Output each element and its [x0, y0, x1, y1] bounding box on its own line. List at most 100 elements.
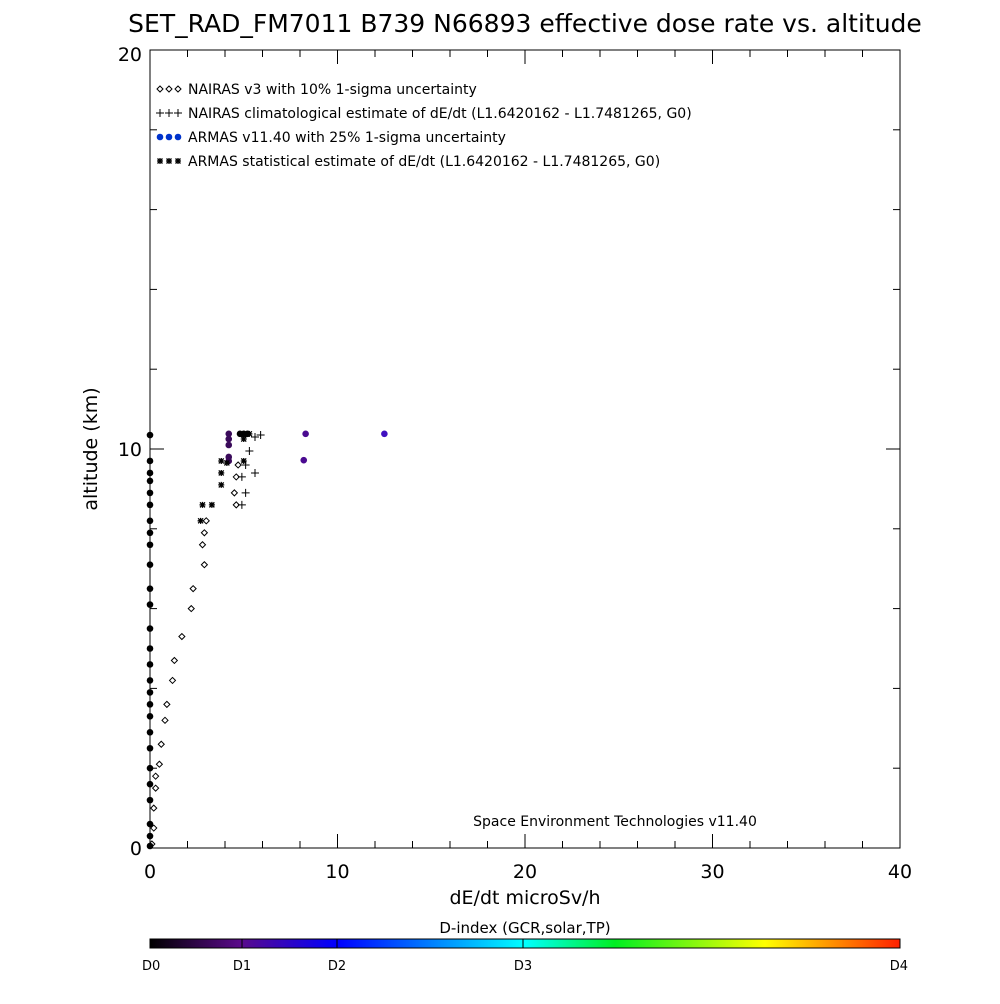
dot-marker	[225, 435, 233, 443]
diamond-marker	[202, 517, 210, 525]
x-axis-label: dE/dt microSv/h	[449, 887, 600, 909]
diamond-marker	[155, 760, 164, 768]
asterisk-marker	[223, 459, 230, 466]
asterisk-marker	[240, 432, 247, 439]
x-tick-label: 0	[144, 861, 156, 883]
dot-marker	[146, 541, 154, 549]
asterisk-marker	[218, 469, 225, 476]
diamond-marker	[198, 541, 207, 549]
colorbar	[149, 938, 901, 949]
x-tick-label: 20	[513, 861, 537, 883]
diamond-marker	[170, 656, 179, 665]
plus-marker	[237, 472, 246, 481]
asterisk-marker	[166, 158, 172, 164]
diamond-marker	[178, 632, 186, 641]
diamond-marker	[157, 740, 165, 748]
dot-marker	[146, 489, 154, 497]
y-tick-label: 0	[130, 838, 142, 860]
dot-marker	[225, 441, 233, 449]
plus-marker	[156, 109, 164, 117]
dot-marker	[146, 645, 154, 652]
dot-marker	[146, 796, 154, 804]
dot-marker	[300, 456, 308, 464]
dot-marker	[146, 677, 154, 684]
asterisk-marker	[246, 430, 253, 437]
diamond-marker	[165, 85, 173, 93]
y-tick-label: 10	[118, 439, 142, 461]
asterisk-marker	[199, 501, 206, 508]
dot-marker	[225, 430, 233, 438]
y-tick-label: 20	[118, 44, 142, 66]
dot-marker	[146, 661, 154, 668]
diamond-marker	[187, 604, 195, 613]
colorbar-label: D4	[890, 959, 908, 974]
plus-marker	[251, 468, 259, 477]
dot-marker	[146, 431, 154, 439]
dot-marker	[146, 832, 154, 840]
legend-label: NAIRAS v3 with 10% 1-sigma uncertainty	[188, 82, 477, 98]
dot-marker	[146, 585, 154, 592]
asterisk-marker	[218, 481, 225, 488]
dot-marker	[174, 133, 182, 141]
plus-marker	[245, 446, 254, 455]
plus-marker	[256, 431, 265, 440]
dot-marker	[146, 744, 154, 752]
dot-marker	[302, 430, 309, 438]
asterisk-marker	[240, 457, 247, 464]
diamond-marker	[151, 772, 160, 780]
diamond-marker	[156, 85, 164, 93]
diamond-marker	[161, 716, 169, 725]
dot-marker	[146, 728, 154, 736]
dot-marker	[146, 820, 154, 828]
dot-marker	[146, 713, 154, 720]
diamond-marker	[168, 676, 177, 685]
legend-label: ARMAS statistical estimate of dE/dt (L1.…	[188, 154, 660, 170]
asterisk-marker	[208, 501, 215, 508]
diamond-marker	[150, 824, 158, 832]
asterisk-marker	[218, 457, 225, 464]
diamond-marker	[230, 489, 239, 497]
asterisk-marker	[175, 158, 181, 164]
legend-label: ARMAS v11.40 with 25% 1-sigma uncertaint…	[188, 130, 506, 146]
dot-marker	[146, 842, 154, 850]
dot-marker	[165, 133, 173, 141]
colorbar-label: D3	[514, 959, 532, 974]
dot-marker	[146, 701, 154, 708]
diamond-marker	[189, 584, 197, 593]
colorbar-title: D-index (GCR,solar,TP)	[439, 919, 610, 937]
chart-title: SET_RAD_FM7011 B739 N66893 effective dos…	[128, 9, 922, 38]
colorbar-label: D0	[142, 959, 160, 974]
plus-marker	[165, 109, 173, 117]
colorbar-label: D2	[328, 959, 346, 974]
dot-marker	[146, 529, 154, 537]
dot-marker	[146, 689, 154, 696]
dot-marker	[146, 477, 154, 485]
plus-marker	[237, 500, 246, 509]
y-axis-label: altitude (km)	[80, 387, 102, 510]
dot-marker	[156, 133, 164, 141]
x-tick-label: 10	[325, 861, 349, 883]
dot-marker	[146, 469, 154, 477]
asterisk-marker	[197, 517, 204, 524]
diamond-marker	[234, 461, 242, 469]
diamond-marker	[151, 784, 160, 792]
diamond-marker	[174, 85, 182, 93]
plus-marker	[241, 488, 250, 497]
dot-marker	[146, 625, 154, 632]
dot-marker	[146, 501, 154, 509]
diamond-marker	[163, 700, 171, 709]
asterisk-marker	[240, 436, 247, 443]
diamond-marker	[150, 804, 158, 812]
dot-marker	[146, 601, 154, 608]
dot-marker	[146, 764, 154, 772]
dot-marker	[146, 561, 154, 569]
asterisk-marker	[157, 158, 163, 164]
legend-label: NAIRAS climatological estimate of dE/dt …	[188, 106, 692, 122]
dot-marker	[146, 457, 154, 465]
annotation: Space Environment Technologies v11.40	[473, 814, 757, 830]
dot-marker	[146, 780, 154, 788]
dot-marker	[381, 430, 388, 438]
plus-marker	[251, 433, 259, 442]
